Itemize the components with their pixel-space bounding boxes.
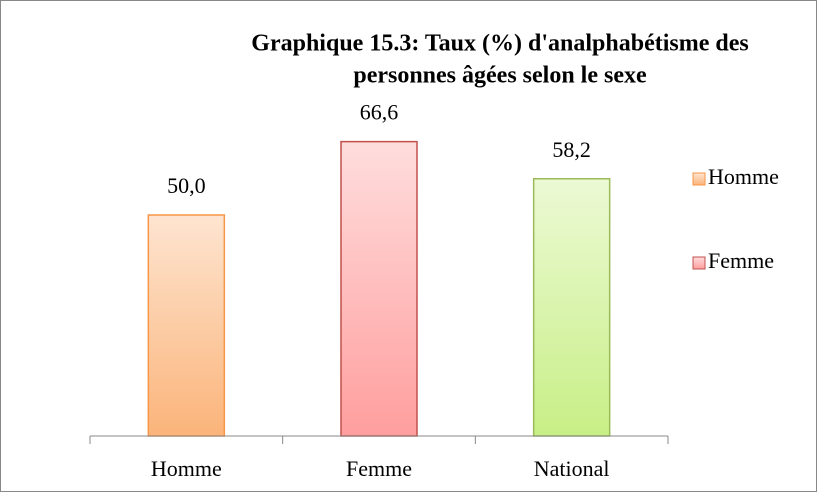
bar xyxy=(340,140,418,437)
data-label: 50,0 xyxy=(167,173,206,198)
x-tick-label: Femme xyxy=(346,456,412,481)
chart-title: Graphique 15.3: Taux (%) d'analphabétism… xyxy=(251,31,748,57)
legend-label: Femme xyxy=(708,248,774,273)
data-label: 58,2 xyxy=(552,137,591,162)
x-tick-label: National xyxy=(534,456,610,481)
legend-label: Homme xyxy=(708,164,779,189)
chart-title: personnes âgées selon le sexe xyxy=(353,63,647,89)
bar xyxy=(147,214,226,437)
legend-swatch xyxy=(692,172,706,186)
data-label: 66,6 xyxy=(360,100,399,125)
legend-swatch xyxy=(692,256,706,270)
bar xyxy=(532,178,611,437)
x-tick-label: Homme xyxy=(151,456,222,481)
